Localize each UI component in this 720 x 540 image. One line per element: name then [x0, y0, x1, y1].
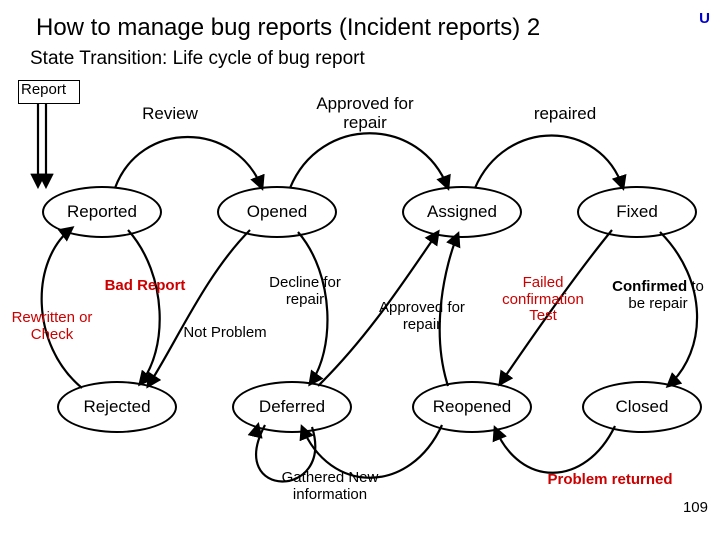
state-reported-label: Reported [67, 202, 137, 222]
page-subtitle: State Transition: Life cycle of bug repo… [30, 48, 365, 70]
state-closed-label: Closed [616, 397, 669, 417]
edge-approved-mid: Approved for repair [362, 300, 482, 333]
state-reopened: Reopened [412, 381, 532, 433]
page-number: 109 [683, 499, 708, 516]
state-reported: Reported [42, 186, 162, 238]
state-fixed: Fixed [577, 186, 697, 238]
edge-bad-report: Bad Report [90, 278, 200, 295]
state-assigned: Assigned [402, 186, 522, 238]
edge-failed-confirmation: Failed confirmation Test [488, 275, 598, 325]
edge-approved-top: Approved for repair [300, 95, 430, 132]
state-reopened-label: Reopened [433, 397, 511, 417]
state-rejected: Rejected [57, 381, 177, 433]
edge-problem-returned: Problem returned [530, 472, 690, 489]
state-opened-label: Opened [247, 202, 308, 222]
page-title: How to manage bug reports (Incident repo… [36, 14, 540, 42]
edge-confirmed: Confirmed tobe repair [598, 278, 718, 313]
transition-arrows [0, 0, 720, 540]
edge-gathered-new-info: Gathered New information [255, 470, 405, 503]
state-deferred-label: Deferred [259, 397, 325, 417]
edge-decline: Decline for repair [250, 275, 360, 308]
state-deferred: Deferred [232, 381, 352, 433]
edge-not-problem: Not Problem [170, 325, 280, 342]
state-assigned-label: Assigned [427, 202, 497, 222]
state-fixed-label: Fixed [616, 202, 658, 222]
edge-repaired: repaired [520, 105, 610, 124]
state-rejected-label: Rejected [83, 397, 150, 417]
report-box: Report [18, 80, 80, 104]
state-opened: Opened [217, 186, 337, 238]
edge-review: Review [130, 105, 210, 124]
corner-letter: U [699, 10, 710, 27]
edge-rewritten: Rewritten or Check [2, 310, 102, 343]
report-box-label: Report [21, 81, 66, 98]
state-closed: Closed [582, 381, 702, 433]
